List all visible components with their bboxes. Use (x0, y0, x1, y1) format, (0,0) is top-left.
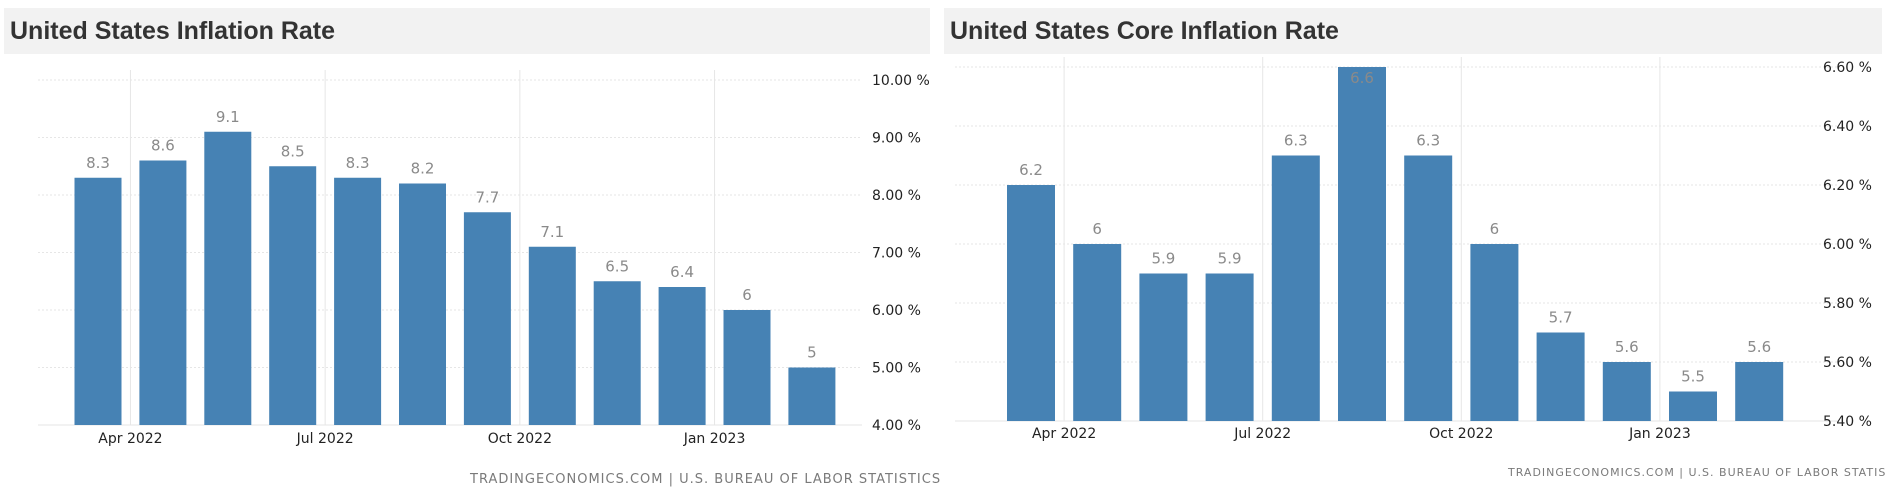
chart-title-bar: United States Core Inflation Rate (944, 8, 1882, 54)
data-label: 5 (807, 344, 817, 362)
data-label: 6.3 (1416, 132, 1440, 150)
chart-source: TRADINGECONOMICS.COM | U.S. BUREAU OF LA… (1508, 466, 1886, 479)
y-tick-label: 6.60 % (1823, 60, 1872, 76)
bar (1205, 273, 1254, 421)
x-tick-label: Apr 2022 (98, 431, 162, 447)
x-tick-label: Jul 2022 (296, 431, 354, 447)
data-label: 8.3 (86, 154, 110, 172)
bar (658, 287, 706, 425)
y-tick-label: 6.40 % (1823, 119, 1872, 135)
chart-title: United States Core Inflation Rate (950, 16, 1339, 45)
y-tick-label: 10.00 % (872, 73, 930, 89)
y-tick-label: 5.40 % (1823, 414, 1872, 430)
bar (1404, 155, 1453, 421)
y-tick-label: 9.00 % (872, 131, 921, 147)
data-label: 7.7 (475, 188, 499, 206)
data-label: 6.4 (670, 263, 694, 281)
bar (788, 367, 836, 425)
bar (1271, 155, 1320, 421)
y-tick-label: 6.00 % (872, 303, 921, 319)
inflation-rate-panel: United States Inflation Rate 4.00 % 5.00 … (0, 0, 940, 494)
data-label: 5.9 (1151, 250, 1175, 268)
bar (269, 166, 317, 425)
data-label: 6.3 (1284, 132, 1308, 150)
data-label: 8.6 (151, 137, 175, 155)
y-tick-label: 5.60 % (1823, 355, 1872, 371)
bar (1536, 332, 1585, 421)
data-label: 6 (742, 286, 752, 304)
x-tick-label: Apr 2022 (1032, 426, 1096, 442)
y-tick-label: 6.20 % (1823, 178, 1872, 194)
data-label: 5.6 (1615, 338, 1639, 356)
inflation-rate-chart: 4.00 % 5.00 % 6.00 % 7.00 % 8.00 % 9.00 % 10.0… (38, 70, 930, 447)
bar (334, 177, 382, 425)
bar (204, 131, 252, 425)
bar (1735, 362, 1784, 421)
data-label: 5.9 (1218, 250, 1242, 268)
data-label: 5.6 (1747, 338, 1771, 356)
data-label: 9.1 (216, 108, 240, 126)
x-tick-label: Jan 2023 (1628, 426, 1691, 442)
data-label: 6.6 (1350, 69, 1374, 87)
chart-title: United States Inflation Rate (10, 16, 336, 45)
bar (463, 212, 511, 425)
bar (528, 246, 576, 425)
bar (1669, 391, 1717, 421)
x-tick-label: Jan 2023 (683, 431, 746, 447)
chart-source: TRADINGECONOMICS.COM | U.S. BUREAU OF LA… (470, 472, 942, 487)
x-tick-label: Oct 2022 (488, 431, 552, 447)
x-tick-label: Jul 2022 (1233, 426, 1291, 442)
data-label: 8.5 (281, 142, 305, 160)
chart-title-bar: United States Inflation Rate (4, 8, 930, 54)
data-label: 6.5 (605, 257, 629, 275)
bar (1470, 244, 1519, 421)
bar (1139, 273, 1188, 421)
data-label: 6 (1092, 220, 1102, 238)
core-inflation-rate-panel: United States Core Inflation Rate 5.40 %… (940, 0, 1886, 494)
data-label: 5.7 (1549, 309, 1573, 327)
y-tick-label: 8.00 % (872, 188, 921, 204)
data-label: 7.1 (540, 223, 564, 241)
bar (1007, 185, 1055, 421)
bar (1602, 362, 1651, 421)
data-label: 6 (1490, 220, 1500, 238)
core-inflation-rate-chart: 5.40 % 5.60 % 5.80 % 6.00 % 6.20 % 6.40 % 6.60… (955, 57, 1872, 442)
y-tick-label: 5.80 % (1823, 296, 1872, 312)
y-tick-label: 4.00 % (872, 418, 921, 434)
data-label: 5.5 (1681, 368, 1705, 386)
y-tick-label: 6.00 % (1823, 237, 1872, 253)
bar (723, 310, 771, 425)
data-label: 8.2 (411, 160, 435, 178)
bar (593, 281, 641, 425)
data-label: 6.2 (1019, 161, 1043, 179)
bar (139, 160, 187, 425)
data-label: 8.3 (346, 154, 370, 172)
x-tick-label: Oct 2022 (1429, 426, 1493, 442)
bar (399, 183, 446, 425)
y-tick-label: 7.00 % (872, 246, 921, 262)
bar (1073, 244, 1122, 421)
bar (74, 177, 122, 425)
y-tick-label: 5.00 % (872, 361, 921, 377)
bar (1338, 67, 1386, 421)
